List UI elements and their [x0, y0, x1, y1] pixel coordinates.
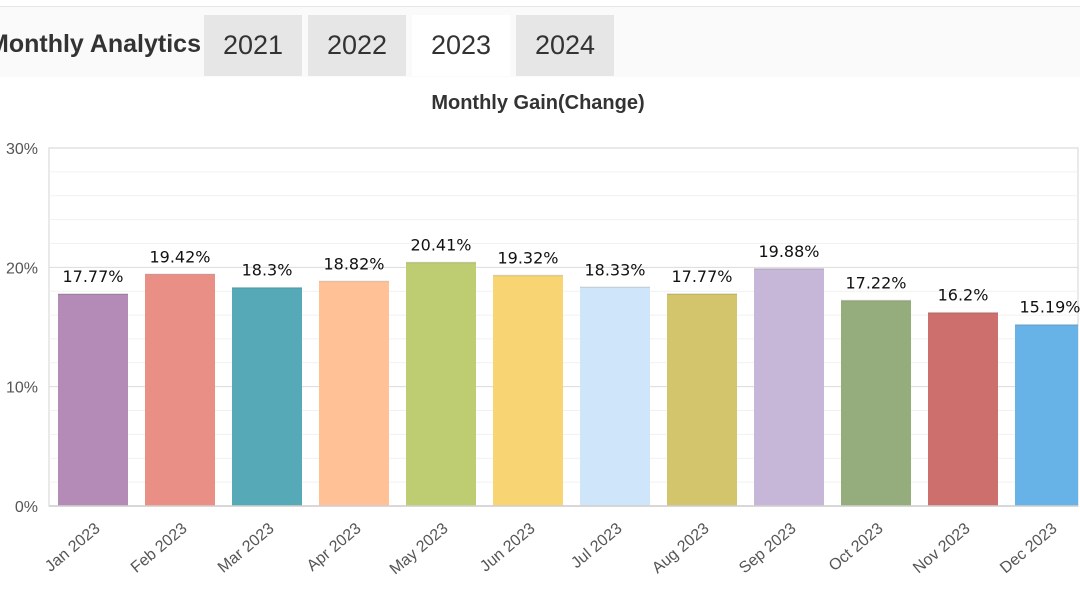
x-tick-label: Nov 2023 [910, 520, 973, 577]
year-tabs: 2021 2022 2023 2024 [204, 15, 614, 76]
bar [232, 287, 302, 506]
top-divider [0, 6, 1080, 7]
y-tick-label: 0% [15, 499, 38, 516]
data-label: 17.22% [845, 274, 906, 293]
data-label: 17.77% [62, 267, 123, 286]
data-label: 15.19% [1019, 298, 1080, 317]
bar [667, 293, 737, 506]
chart-title: Monthly Gain(Change) [431, 92, 645, 114]
data-label: 19.32% [497, 248, 558, 267]
data-label: 18.82% [323, 254, 384, 273]
y-tick-label: 10% [6, 380, 38, 397]
bar [58, 293, 128, 506]
bar [145, 274, 215, 506]
data-label: 18.3% [242, 261, 293, 280]
section-title: Monthly Analytics [0, 30, 201, 58]
x-tick-label: Jun 2023 [477, 520, 538, 575]
data-label: 17.77% [671, 267, 732, 286]
data-label: 19.88% [758, 242, 819, 261]
data-label: 20.41% [410, 235, 471, 254]
data-label: 19.42% [149, 247, 210, 266]
bar [406, 262, 476, 506]
tab-2024[interactable]: 2024 [516, 15, 614, 76]
y-tick-label: 20% [6, 260, 38, 277]
x-tick-label: Apr 2023 [304, 520, 365, 575]
x-tick-label: Aug 2023 [649, 520, 712, 577]
x-tick-label: Jul 2023 [568, 520, 625, 572]
tab-2022[interactable]: 2022 [308, 15, 406, 76]
bar [319, 281, 389, 506]
bar [580, 287, 650, 506]
x-tick-label: May 2023 [387, 520, 452, 578]
bar [841, 300, 911, 506]
x-tick-label: Dec 2023 [997, 520, 1060, 577]
bar [493, 275, 563, 506]
tab-2021[interactable]: 2021 [204, 15, 302, 76]
x-tick-label: Oct 2023 [826, 520, 887, 575]
x-tick-label: Mar 2023 [215, 520, 278, 577]
x-tick-label: Sep 2023 [736, 520, 799, 577]
data-label: 16.2% [938, 286, 989, 305]
data-label: 18.33% [584, 260, 645, 279]
bar [754, 268, 824, 506]
bar [928, 312, 998, 506]
bar [1015, 324, 1078, 506]
x-tick-label: Jan 2023 [42, 520, 103, 575]
x-tick-label: Feb 2023 [128, 520, 191, 577]
y-tick-label: 30% [6, 141, 38, 158]
tab-2023[interactable]: 2023 [412, 15, 510, 76]
